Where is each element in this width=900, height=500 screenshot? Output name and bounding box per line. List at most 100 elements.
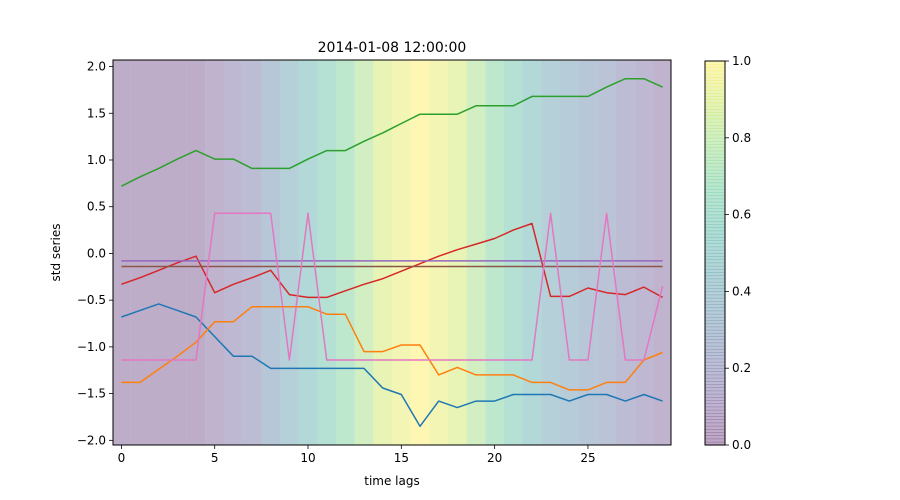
colorbar-segment	[705, 368, 725, 372]
colorbar-segment	[705, 134, 725, 139]
colorbar-segment	[705, 265, 725, 270]
colorbar-segment	[705, 169, 725, 174]
colorbar-segment	[705, 192, 725, 196]
colorbar-segment	[705, 345, 725, 350]
colorbar-segment	[705, 195, 725, 200]
colorbar-segment	[705, 61, 725, 65]
background-band	[485, 60, 504, 445]
colorbar-segment	[705, 403, 725, 408]
colorbar-segment	[705, 147, 725, 152]
colorbar-segment	[705, 179, 725, 184]
colorbar-frame	[704, 60, 726, 446]
colorbar-segment	[705, 393, 725, 398]
colorbar-segment	[705, 419, 725, 424]
background-band	[373, 60, 392, 445]
y-tick-label: −1.5	[77, 387, 106, 401]
colorbar-segment	[705, 381, 725, 385]
colorbar-segment	[705, 371, 725, 376]
background-band	[113, 60, 131, 445]
background-band	[559, 60, 579, 445]
colorbar-segment	[705, 233, 725, 238]
background-band	[242, 60, 262, 445]
background-band	[447, 60, 467, 445]
colorbar-segment	[705, 333, 725, 337]
background-band	[261, 60, 281, 445]
colorbar-segment	[705, 141, 725, 145]
colorbar-segment	[705, 310, 725, 315]
series-line	[121, 305, 663, 391]
y-tick-label: 1.5	[87, 106, 106, 120]
colorbar-segment	[705, 198, 725, 203]
y-tick-label: 0.5	[87, 200, 106, 214]
colorbar-segment	[705, 80, 725, 84]
background-band	[522, 60, 542, 445]
colorbar-segment	[705, 115, 725, 120]
colorbar-segment	[705, 352, 725, 356]
colorbar-segment	[705, 240, 725, 244]
colorbar-segment	[705, 313, 725, 318]
colorbar-segment	[705, 121, 725, 126]
colorbar-segment	[705, 397, 725, 401]
colorbar-tick-label: 1.0	[732, 54, 751, 68]
colorbar-segment	[705, 294, 725, 299]
colorbar-segment	[705, 358, 725, 363]
background-band	[541, 60, 560, 445]
colorbar-segment	[705, 384, 725, 388]
colorbar-segment	[705, 361, 725, 366]
colorbar-segment	[705, 355, 725, 360]
colorbar-segment	[705, 390, 725, 395]
colorbar-segment	[705, 128, 725, 132]
y-tick-label: 1.0	[87, 153, 106, 167]
x-tick-label: 10	[300, 451, 315, 465]
colorbar-segment	[705, 374, 725, 379]
x-axis-label: time lags	[364, 474, 419, 488]
background-band	[410, 60, 430, 445]
background-band	[317, 60, 337, 445]
colorbar-segment	[705, 237, 725, 241]
colorbar-segment	[705, 93, 725, 97]
colorbar-segment	[705, 429, 725, 433]
colorbar-tick-label: 0.4	[732, 284, 751, 298]
colorbar-segment	[705, 406, 725, 411]
colorbar-segment	[705, 246, 725, 251]
colorbar-segment	[705, 349, 725, 353]
colorbar-segment	[705, 387, 725, 392]
colorbar-segment	[705, 83, 725, 88]
background-band	[578, 60, 598, 445]
colorbar-segment	[705, 221, 725, 225]
background-band	[224, 60, 243, 445]
colorbar-segment	[705, 166, 725, 171]
colorbar-segment	[705, 320, 725, 324]
background-band	[615, 60, 635, 445]
background-band	[205, 60, 225, 445]
colorbar-segment	[705, 243, 725, 248]
colorbar-segment	[705, 275, 725, 280]
colorbar-segment	[705, 435, 725, 440]
y-tick-label: −1.0	[77, 340, 106, 354]
background-band	[466, 60, 486, 445]
colorbar-segment	[705, 137, 725, 142]
colorbar-segment	[705, 189, 725, 193]
background-weight-bands	[113, 60, 671, 445]
colorbar-segment	[705, 131, 725, 136]
colorbar-segment	[705, 281, 725, 286]
colorbar-segment	[705, 365, 725, 369]
colorbar-segment	[705, 269, 725, 273]
y-tick-label: −0.5	[77, 293, 106, 307]
colorbar-segment	[705, 86, 725, 91]
colorbar: 0.0 0.2 0.4 0.6 0.8 1.0	[704, 54, 751, 452]
colorbar-segment	[705, 217, 725, 222]
background-band	[503, 60, 523, 445]
colorbar-segment	[705, 96, 725, 100]
colorbar-segment	[705, 307, 725, 312]
colorbar-segment	[705, 291, 725, 296]
colorbar-segment	[705, 297, 725, 302]
series-line	[121, 212, 664, 361]
colorbar-segment	[705, 425, 725, 430]
colorbar-segment	[705, 144, 725, 148]
colorbar-segment	[705, 153, 725, 158]
colorbar-segment	[705, 70, 725, 75]
background-band	[634, 60, 654, 445]
background-band	[429, 60, 448, 445]
